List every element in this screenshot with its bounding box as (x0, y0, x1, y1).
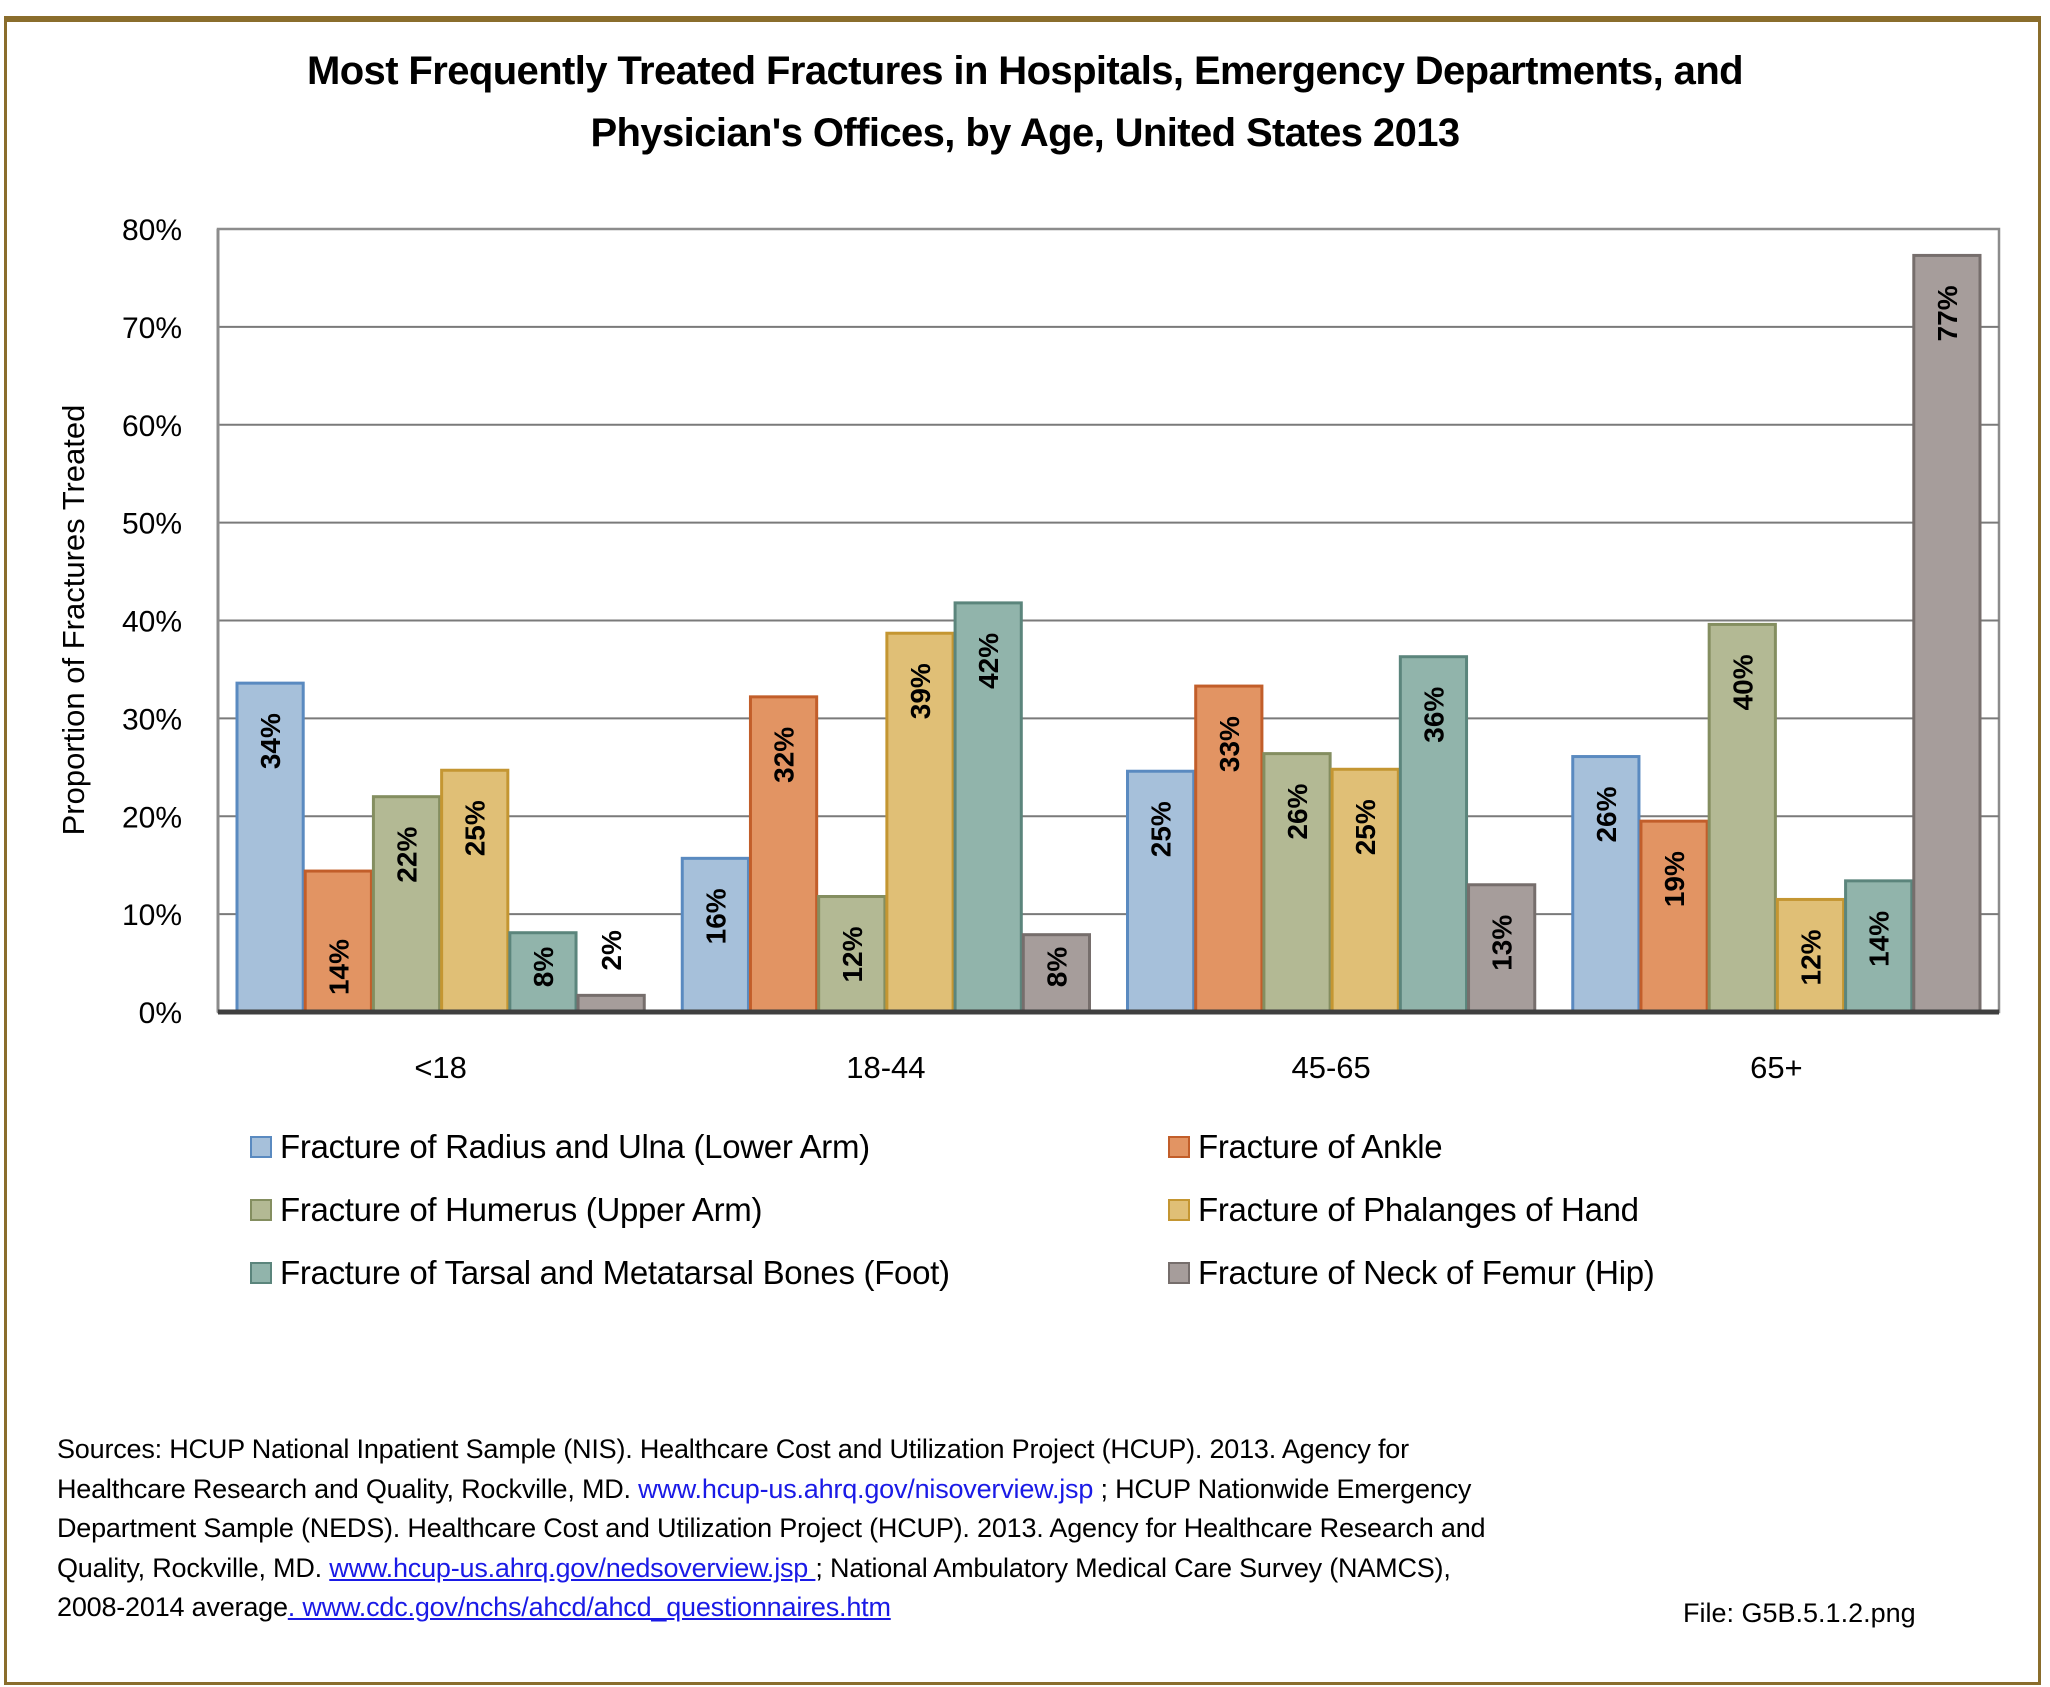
sources-text: ; National Ambulatory Medical Care Surve… (815, 1552, 1451, 1583)
data-label: 12% (837, 926, 868, 982)
legend-item-humerus: Fracture of Humerus (Upper Arm) (250, 1191, 762, 1229)
bar (1571, 755, 1641, 1014)
sources-text: Healthcare Research and Quality, Rockvil… (57, 1473, 639, 1504)
data-label: 32% (769, 727, 800, 783)
bar (440, 768, 510, 1014)
sources-text: ; HCUP Nationwide Emergency (1093, 1473, 1472, 1504)
y-tick-labels: 0% 10% 20% 30% 40% 50% 60% 70% 80% (122, 214, 182, 1030)
bar (953, 601, 1023, 1014)
legend-item-phalanges: Fracture of Phalanges of Hand (1168, 1191, 1639, 1229)
bar (1194, 684, 1264, 1014)
y-tick-label: 40% (122, 606, 182, 639)
legend-label: Fracture of Humerus (Upper Arm) (280, 1191, 763, 1228)
chart-frame (4, 16, 2041, 1685)
sources-line-2: Healthcare Research and Quality, Rockvil… (57, 1470, 1757, 1510)
data-label: 40% (1727, 654, 1758, 710)
bar (371, 795, 442, 1014)
y-axis-title: Proportion of Fractures Treated (56, 405, 91, 836)
data-label: 19% (1659, 851, 1690, 907)
x-tick-label: 45-65 (1291, 1050, 1370, 1085)
data-label: 34% (255, 713, 286, 769)
y-tick-label: 70% (122, 312, 182, 345)
bar (1398, 655, 1469, 1014)
legend-label: Fracture of Phalanges of Hand (1198, 1191, 1639, 1228)
sources-text: Quality, Rockville, MD. (57, 1552, 330, 1583)
data-label: 12% (1795, 929, 1826, 985)
data-label: 26% (1591, 786, 1622, 842)
legend-swatch-radius-ulna (250, 1136, 272, 1158)
data-label: 33% (1214, 716, 1245, 772)
sources-text: 2008-2014 average (57, 1592, 288, 1622)
bar (817, 895, 887, 1014)
bar (748, 695, 819, 1014)
legend-label: Fracture of Ankle (1198, 1128, 1443, 1165)
bars (235, 253, 1982, 1014)
data-label: 2% (596, 930, 627, 971)
legend-swatch-humerus (250, 1199, 272, 1221)
ahcd-questionnaires-link[interactable]: . www.cdc.gov/nchs/ahcd/ahcd_questionnai… (287, 1592, 891, 1622)
data-label: 77% (1932, 285, 1963, 341)
x-tick-labels: <18 18-44 45-65 65+ (414, 1050, 1802, 1085)
data-label: 25% (460, 800, 491, 856)
sources-line-4: Quality, Rockville, MD. www.hcup-us.ahrq… (57, 1549, 1757, 1589)
data-label: 14% (1864, 911, 1895, 967)
legend-label: Fracture of Neck of Femur (Hip) (1198, 1254, 1655, 1291)
legend-swatch-tarsal (250, 1262, 272, 1284)
sources-line-5: 2008-2014 average. www.cdc.gov/nchs/ahcd… (57, 1588, 1757, 1628)
legend-item-ankle: Fracture of Ankle (1168, 1128, 1443, 1166)
x-tick-label: 65+ (1750, 1050, 1803, 1085)
x-tick-label: 18-44 (846, 1050, 925, 1085)
bar (235, 681, 305, 1014)
bar (1639, 819, 1709, 1014)
y-tick-label: 0% (139, 997, 182, 1030)
legend-swatch-ankle (1168, 1136, 1190, 1158)
y-tick-label: 20% (122, 801, 182, 834)
title-line-1: Most Frequently Treated Fractures in Hos… (307, 49, 1744, 93)
sources-line-3: Department Sample (NEDS). Healthcare Cos… (57, 1513, 1486, 1543)
legend-swatch-phalanges (1168, 1199, 1190, 1221)
file-label: File: G5B.5.1.2.png (1683, 1598, 1916, 1628)
data-label: 14% (323, 939, 354, 995)
axes (216, 229, 1999, 1015)
data-label: 25% (1146, 801, 1177, 857)
y-tick-label: 50% (122, 508, 182, 541)
bar-chart: 0% 10% 20% 30% 40% 50% 60% 70% 80% <18 18-44 45-65… (56, 214, 2001, 1085)
bar (1021, 933, 1092, 1014)
legend-swatch-femur (1168, 1262, 1190, 1284)
data-label: 26% (1282, 783, 1313, 839)
bar (1126, 769, 1196, 1014)
bar (1775, 897, 1846, 1014)
y-tick-label: 80% (122, 214, 182, 247)
data-label: 36% (1418, 687, 1449, 743)
data-label: 13% (1487, 915, 1518, 971)
data-label: 16% (700, 888, 731, 944)
data-label: 8% (1041, 947, 1072, 988)
y-tick-label: 10% (122, 899, 182, 932)
data-labels: 34% 14% 22% 25% 8% 2% 16% 32% 12% 39% 42% 8% 25% 33% 2… (255, 285, 1963, 995)
nis-overview-link[interactable]: www.hcup-us.ahrq.gov/nisoverview.jsp (638, 1473, 1094, 1504)
legend-item-femur: Fracture of Neck of Femur (Hip) (1168, 1254, 1655, 1292)
neds-overview-link[interactable]: www.hcup-us.ahrq.gov/nedsoverview.jsp (329, 1552, 816, 1583)
data-label: 42% (973, 633, 1004, 689)
sources-line-1: Sources: HCUP National Inpatient Sample … (57, 1434, 1409, 1464)
legend-label: Fracture of Radius and Ulna (Lower Arm) (280, 1128, 870, 1165)
data-label: 25% (1350, 799, 1381, 855)
legend-label: Fracture of Tarsal and Metatarsal Bones … (280, 1254, 950, 1291)
bar (1912, 253, 1982, 1014)
y-tick-label: 30% (122, 703, 182, 736)
legend-item-radius-ulna: Fracture of Radius and Ulna (Lower Arm) (250, 1128, 870, 1166)
y-tick-label: 60% (122, 410, 182, 443)
title-line-2: Physician's Offices, by Age, United Stat… (590, 111, 1460, 155)
sources-note: Sources: HCUP National Inpatient Sample … (57, 1430, 1757, 1628)
chart-title: Most Frequently Treated Fractures in Hos… (0, 40, 2050, 164)
data-label: 8% (528, 947, 559, 988)
legend-item-tarsal: Fracture of Tarsal and Metatarsal Bones … (250, 1254, 950, 1292)
bar (1707, 622, 1777, 1014)
x-tick-label: <18 (414, 1050, 467, 1085)
data-label: 22% (392, 827, 423, 883)
data-label: 39% (905, 663, 936, 719)
